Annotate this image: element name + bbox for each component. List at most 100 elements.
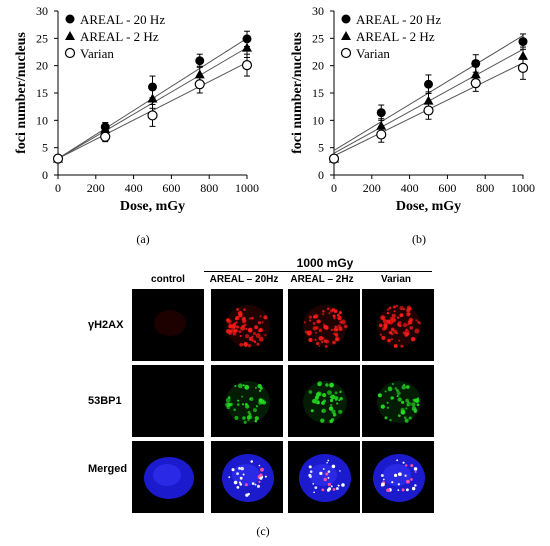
focus-spot [330, 394, 336, 400]
data-point [100, 131, 111, 142]
focus-spot [251, 335, 254, 338]
focus-spot [240, 325, 246, 331]
x-tick-label: 600 [162, 181, 180, 195]
column-header-areal-20hz: AREAL – 20Hz [209, 274, 279, 285]
data-point [376, 108, 386, 118]
focus-spot [239, 476, 243, 480]
focus-spot [254, 483, 257, 486]
focus-spot [317, 382, 321, 387]
focus-spot [237, 403, 240, 406]
focus-spot [312, 483, 315, 485]
dose-header: 1000 mGy [296, 256, 354, 270]
focus-spot [308, 315, 313, 319]
focus-spot [397, 489, 400, 492]
legend-marker [340, 47, 352, 59]
focus-spot [403, 416, 407, 420]
focus-spot [309, 475, 312, 478]
focus-spot [259, 467, 264, 472]
focus-spot [235, 325, 240, 329]
micrograph-r2-c2 [211, 365, 283, 437]
focus-spot [390, 327, 395, 332]
focus-spot [403, 383, 406, 386]
nucleus-highlight [153, 464, 181, 486]
focus-spot [244, 345, 247, 348]
focus-spot [324, 325, 329, 330]
focus-spot [380, 404, 385, 409]
x-tick-label: 1000 [235, 181, 259, 195]
focus-spot [328, 406, 334, 411]
focus-spot [327, 487, 332, 491]
focus-spot [401, 488, 405, 492]
focus-spot [338, 399, 341, 402]
data-point [470, 78, 481, 89]
y-tick-label: 10 [312, 113, 324, 127]
row-label-gh2ax: γH2AX [88, 319, 124, 331]
focus-spot [415, 319, 418, 322]
column-header-varian: Varian [380, 274, 412, 285]
focus-spot [397, 414, 401, 417]
y-tick-label: 30 [312, 4, 324, 18]
focus-spot [258, 336, 264, 342]
focus-spot [381, 335, 386, 340]
focus-spot [228, 476, 231, 479]
focus-spot [333, 414, 336, 417]
focus-spot [259, 473, 263, 477]
focus-spot [339, 397, 343, 401]
focus-spot [393, 344, 398, 348]
focus-spot [397, 323, 400, 327]
focus-spot [242, 416, 246, 420]
focus-spot [326, 461, 328, 464]
focus-spot [255, 405, 259, 408]
micrograph-r2-c3 [288, 365, 360, 437]
focus-spot [329, 404, 333, 407]
focus-spot [406, 312, 411, 317]
focus-spot [404, 332, 409, 337]
focus-spot [416, 403, 420, 407]
focus-spot [240, 466, 244, 471]
focus-spot [401, 384, 407, 390]
legend-marker [65, 14, 75, 24]
micrograph-r2-c1 [132, 365, 204, 437]
focus-spot [242, 384, 245, 387]
focus-spot [414, 471, 417, 473]
focus-spot [323, 323, 325, 326]
focus-spot [316, 391, 322, 397]
data-point [195, 56, 205, 66]
focus-spot [239, 342, 244, 347]
x-tick-label: 200 [363, 181, 381, 195]
focus-spot [398, 321, 402, 325]
focus-spot [325, 472, 329, 476]
focus-spot [239, 334, 242, 338]
x-tick-label: 400 [401, 181, 419, 195]
y-tick-label: 30 [36, 4, 48, 18]
focus-spot [389, 317, 393, 321]
focus-spot [408, 317, 414, 323]
focus-spot [405, 385, 410, 389]
focus-spot [248, 317, 252, 320]
focus-spot [321, 408, 326, 414]
focus-spot [225, 397, 231, 403]
focus-spot [242, 473, 245, 476]
focus-spot [329, 419, 333, 424]
focus-spot [418, 321, 421, 325]
column-header-control: control [151, 274, 185, 285]
focus-spot [398, 339, 401, 342]
focus-spot [396, 395, 399, 398]
data-point [242, 34, 252, 44]
focus-spot [249, 398, 252, 400]
focus-spot [386, 401, 389, 404]
focus-spot [405, 464, 408, 467]
focus-spot [234, 384, 237, 388]
focus-spot [231, 323, 237, 329]
focus-spot [406, 479, 410, 484]
x-axis-label: Dose, mGy [396, 199, 461, 214]
focus-spot [378, 323, 383, 328]
focus-spot [237, 399, 240, 402]
focus-spot [413, 408, 418, 413]
focus-spot [377, 393, 382, 398]
panel-label-a: (a) [136, 232, 150, 246]
focus-spot [236, 486, 240, 489]
data-point [517, 62, 529, 73]
focus-spot [238, 330, 242, 334]
